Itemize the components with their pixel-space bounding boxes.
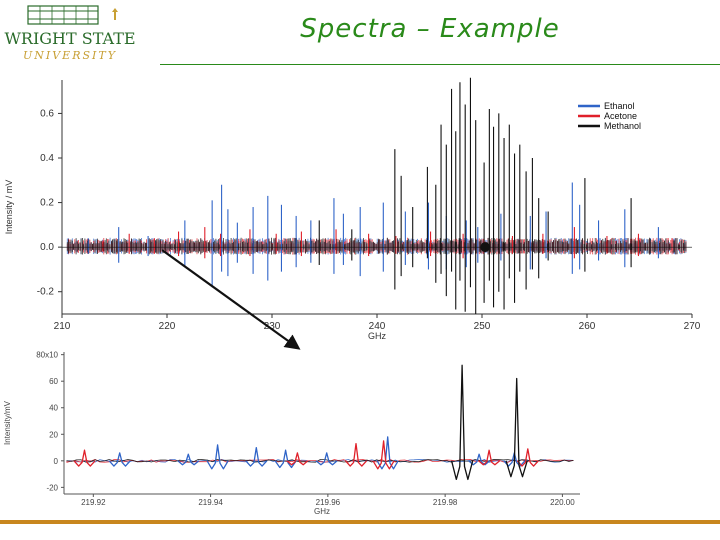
inset-x-tick-label: 219.94 [198,498,223,507]
main-x-tick-label: 260 [579,321,596,332]
inset-peak-methanol [505,377,528,478]
inset-peak-methanol [450,364,474,481]
inset-peak-ethanol [245,446,268,467]
main-y-tick-label: 0.4 [40,153,54,164]
zoom-arrow-line [161,249,301,350]
inset-x-axis-label: GHz [314,507,330,516]
inset-peak-ethanol [108,452,131,467]
inset-peak-ethanol [315,452,338,466]
wright-state-logo: WRIGHT STATE UNIVERSITY [4,5,136,62]
legend-label-methanol: Methanol [604,121,641,131]
main-y-tick-label: 0.0 [40,242,54,253]
inset-y-tick-label: 60 [49,377,58,386]
inset-peak-ethanol [376,436,399,470]
inset-peak-acetone [286,452,309,466]
legend-label-acetone: Acetone [604,111,637,121]
logo-figure-icon [112,8,118,20]
main-x-tick-label: 250 [474,321,491,332]
footer-rule [0,520,720,524]
title-divider [160,64,720,65]
logo-frame [27,5,99,25]
inset-peak-acetone [516,448,539,467]
slide-title: Spectra – Example [300,14,560,44]
main-x-tick-label: 220 [159,321,176,332]
inset-y-axis-label: Intensity/mV [3,400,12,445]
inset-x-tick-label: 219.98 [433,498,458,507]
inset-y-tick-label: 20 [49,430,58,439]
main-series-acetone [102,227,673,259]
inset-y-tick-label: 80x10 [36,351,58,360]
inset-y-tick-label: -20 [46,483,58,492]
main-y-tick-label: 0.6 [40,108,54,119]
main-x-tick-label: 240 [369,321,386,332]
inset-y-tick-label: 0 [54,457,59,466]
inset-series-methanol [450,364,528,481]
inset-peak-acetone [73,449,96,467]
inset-peak-ethanol [177,453,200,466]
inset-peak-acetone [345,442,368,467]
logo-line1: WRIGHT STATE [4,29,135,48]
main-x-tick-label: 230 [264,321,281,332]
inset-series-ethanol [108,436,526,470]
main-y-tick-label: -0.2 [37,287,55,298]
inset-y-tick-label: 40 [49,404,58,413]
main-x-axis-label: GHz [368,331,387,341]
inset-peak-ethanol [274,449,297,469]
inset-peak-ethanol [468,453,491,466]
logo-line2: UNIVERSITY [23,49,117,62]
inset-peak-acetone [372,440,395,470]
inset-peak-ethanol [206,444,229,470]
main-y-axis-label: Intensity / mV [4,180,14,235]
inset-x-tick-label: 219.96 [316,498,341,507]
main-x-tick-label: 270 [684,321,701,332]
main-y-tick-label: 0.2 [40,198,54,209]
main-marker-dot [480,242,491,253]
inset-x-tick-label: 220.00 [550,498,575,507]
inset-series-acetone [73,440,539,470]
main-x-tick-label: 210 [54,321,71,332]
main-series-methanol [318,77,632,314]
main-series-ethanol [87,182,659,288]
inset-peak-acetone [478,449,501,466]
inset-methanol-baseline [66,458,574,463]
legend-label-ethanol: Ethanol [604,101,635,111]
inset-x-tick-label: 219.92 [81,498,106,507]
